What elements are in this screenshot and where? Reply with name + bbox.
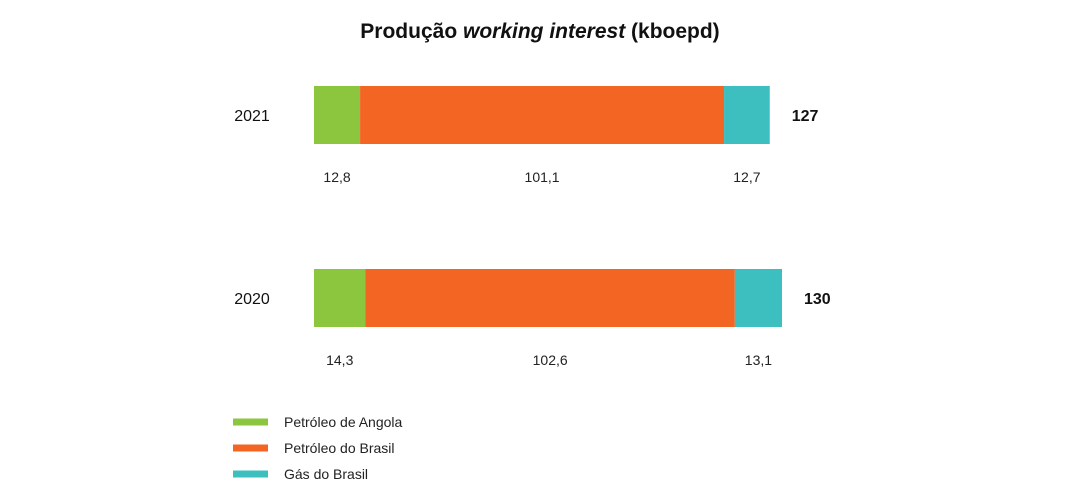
year-label: 2020 (234, 291, 270, 308)
total-label: 130 (804, 291, 831, 308)
bar-segment (314, 86, 361, 144)
data-label: 102,6 (533, 352, 568, 368)
legend: Petróleo de Angola Petróleo do Brasil Gás … (233, 414, 403, 482)
chart-title-emphasis: working interest (463, 20, 626, 43)
data-label: 14,3 (326, 352, 353, 368)
data-label: 101,1 (525, 169, 560, 185)
chart-title-suffix: (kboepd) (625, 20, 720, 43)
chart-title: Produção working interest (kboepd) (360, 20, 719, 43)
bar-segment (360, 86, 725, 144)
bar-segment (365, 269, 735, 327)
data-label: 12,7 (733, 169, 760, 185)
legend-label: Gás do Brasil (284, 466, 368, 482)
data-label: 12,8 (323, 169, 350, 185)
bar-segment (314, 269, 366, 327)
year-label: 2021 (234, 108, 270, 125)
legend-label: Petróleo de Angola (284, 414, 403, 430)
data-label: 13,1 (745, 352, 772, 368)
bar-segment (724, 86, 770, 144)
chart-title-main: Produção (360, 20, 463, 43)
bar-segment (734, 269, 782, 327)
legend-label: Petróleo do Brasil (284, 440, 395, 456)
bars-group: 2021 12,8 101,1 12,7 127 2020 14,3 102,6 13,1 130 (234, 86, 831, 368)
total-label: 127 (792, 108, 819, 125)
